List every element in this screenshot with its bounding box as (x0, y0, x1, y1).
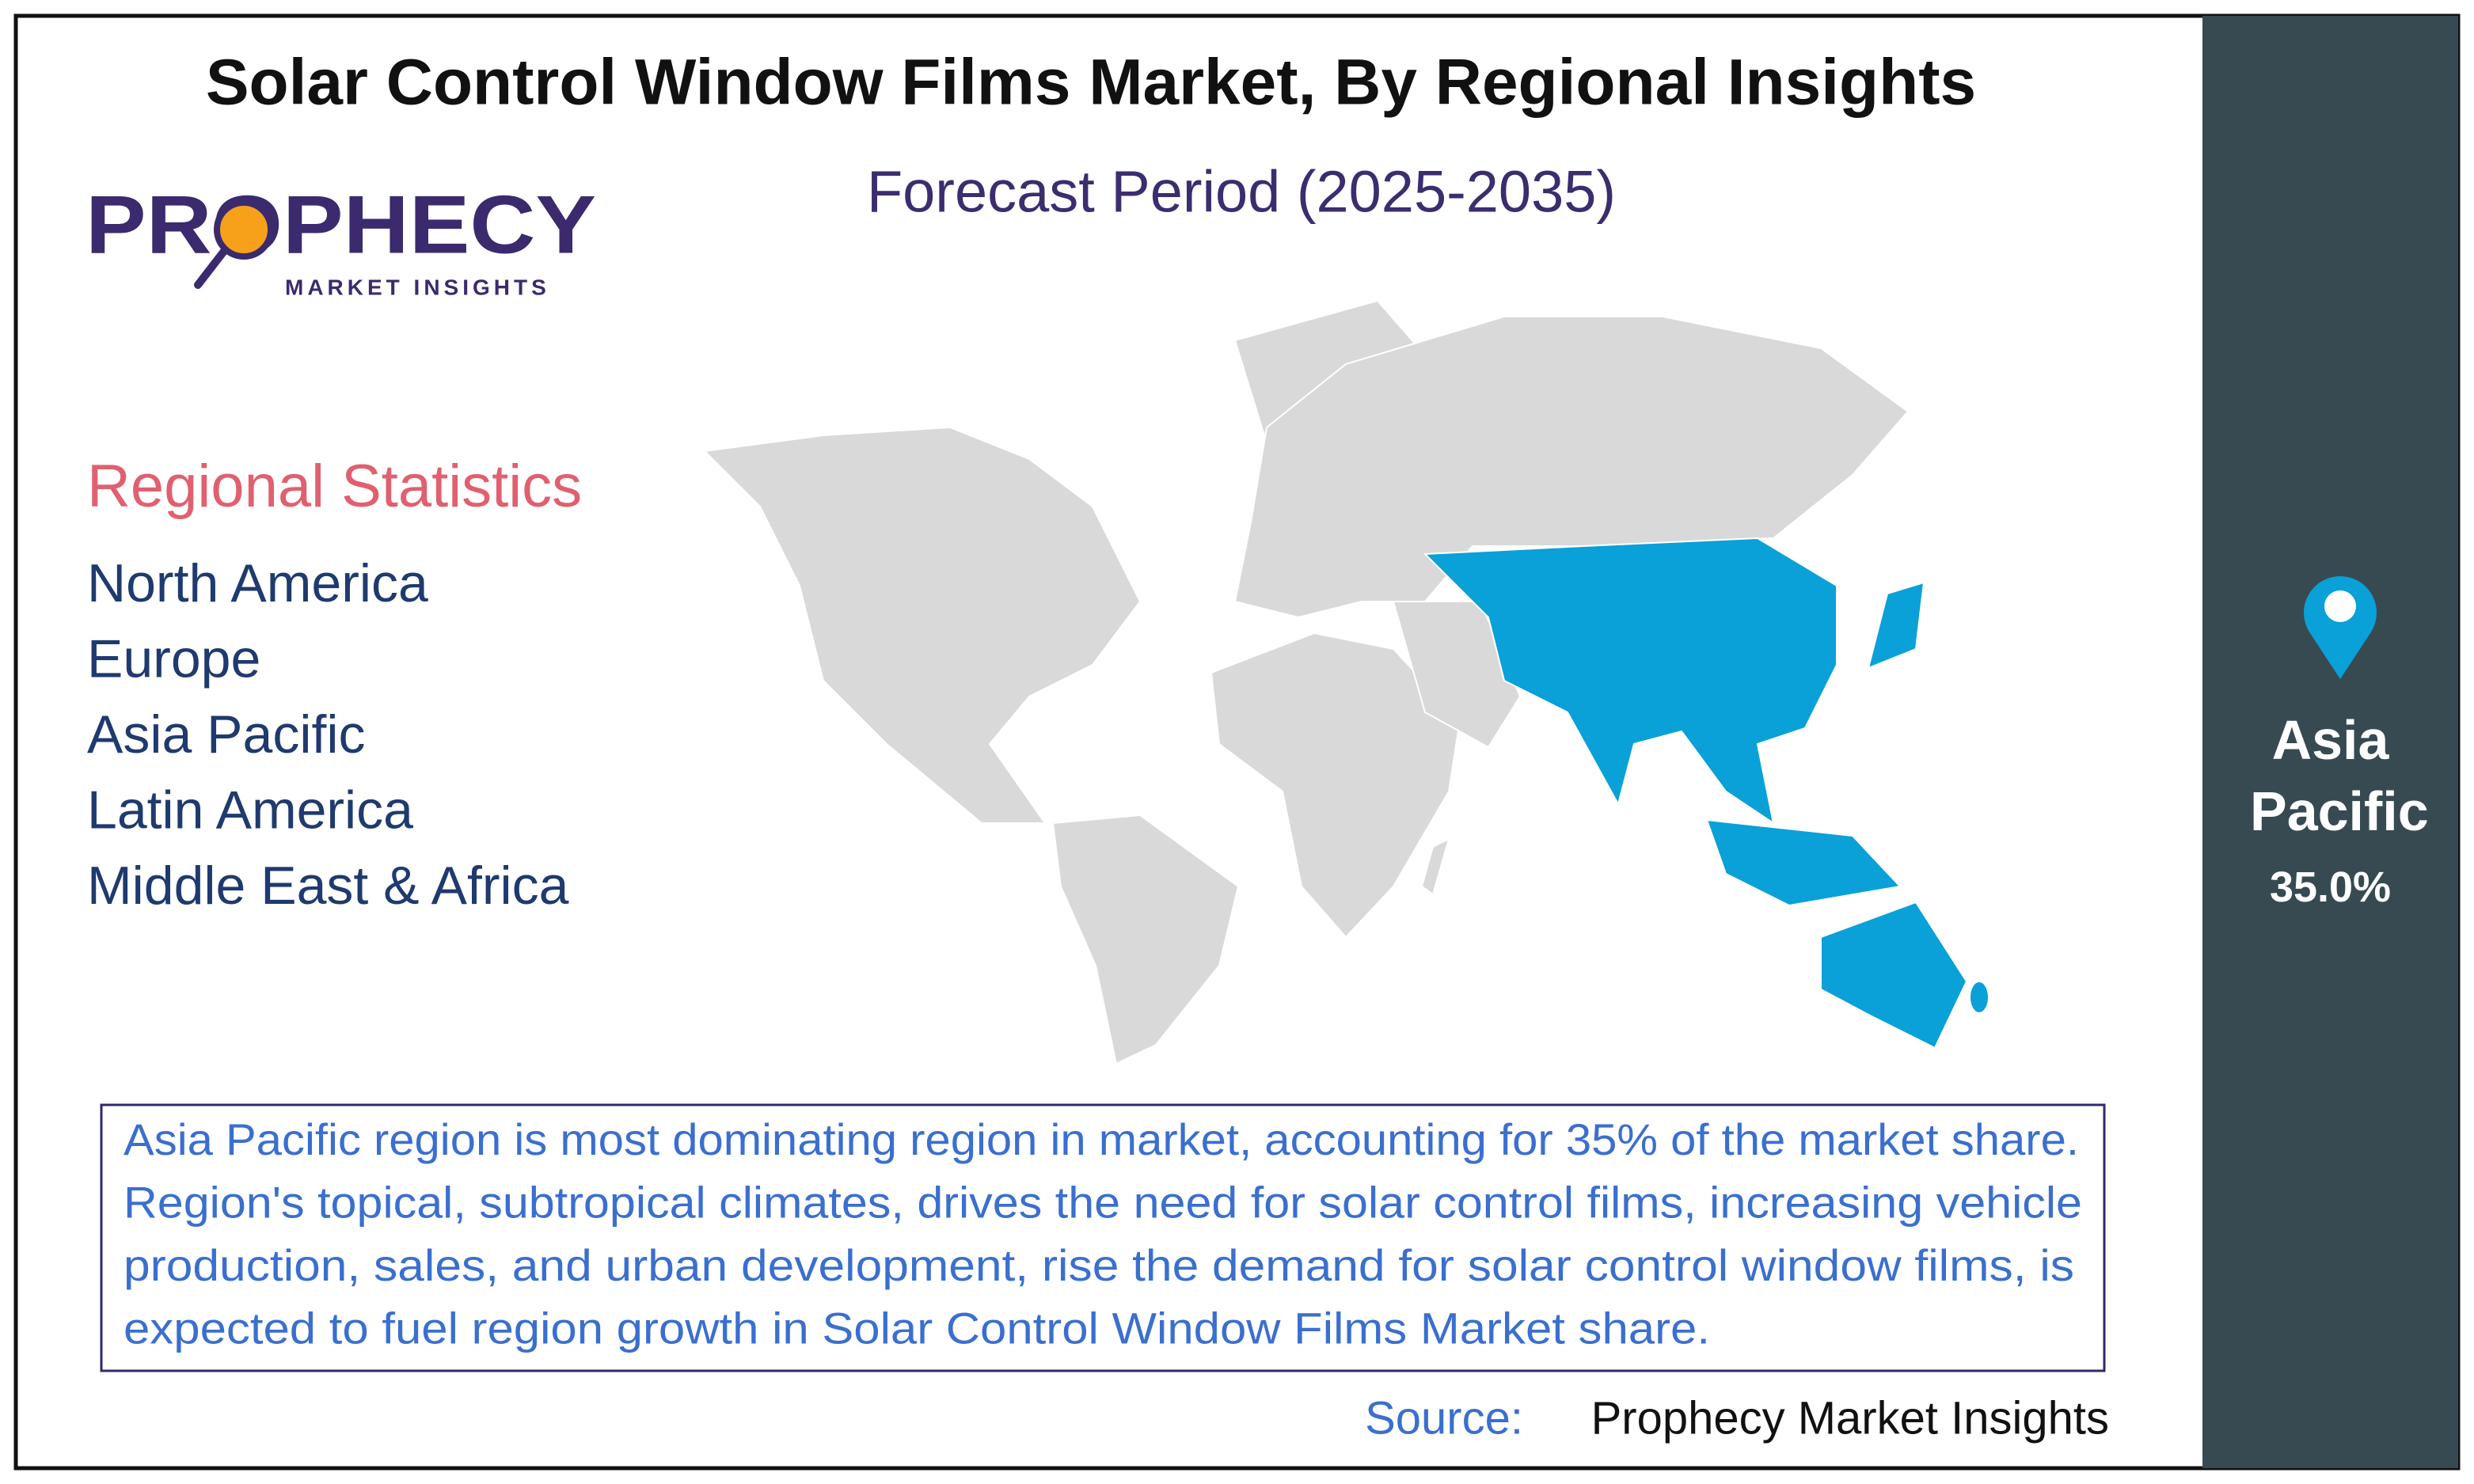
region-item: Latin America (87, 780, 413, 840)
indonesia (1705, 818, 1902, 907)
description-line: production, sales, and urban development… (124, 1240, 2074, 1290)
logo-tagline: MARKET INSIGHTS (285, 275, 550, 299)
side-panel (2202, 16, 2458, 1468)
description: Asia Pacific region is most dominating r… (124, 1114, 2082, 1353)
region-item: North America (87, 553, 428, 613)
logo-handle (194, 246, 229, 289)
logo-lens (214, 199, 274, 260)
region-list: North America Europe Asia Pacific Latin Ame… (87, 553, 569, 916)
asia-mainland (1423, 537, 1837, 825)
north-america (702, 426, 1142, 824)
logo: PROPHECY MARKET INSIGHTS (86, 179, 596, 299)
subtitle: Forecast Period (2025-2035) (867, 159, 1616, 225)
region-item: Europe (87, 628, 260, 689)
logo-name: PROPHECY (86, 179, 596, 271)
description-line: Region's topical, subtropical climates, … (124, 1177, 2082, 1227)
highlight-region: Asia Pacific (2250, 709, 2429, 842)
japan (1867, 581, 1925, 670)
source-label: Source: (1365, 1392, 1523, 1444)
region-item: Middle East & Africa (87, 856, 569, 916)
south-america (1051, 814, 1240, 1065)
location-pin (2304, 576, 2377, 679)
highlight-share: 35.0% (2269, 863, 2392, 911)
description-line: expected to fuel region growth in Solar … (124, 1303, 1710, 1353)
title: Solar Control Window Films Market, By Re… (206, 47, 1976, 119)
source-text: Prophecy Market Insights (1591, 1392, 2109, 1444)
europe-russia (1233, 316, 1910, 619)
australia (1820, 901, 1968, 1049)
region-item: Asia Pacific (87, 704, 365, 765)
middle-east (1392, 601, 1522, 749)
world-map (702, 299, 1989, 1065)
description-line: Asia Pacific region is most dominating r… (124, 1114, 2079, 1164)
new-zealand (1969, 981, 1989, 1014)
description-box (100, 1103, 2106, 1372)
pin-body (2304, 576, 2377, 679)
pin-dot (2324, 590, 2356, 622)
africa (1210, 632, 1461, 939)
madagascar (1420, 837, 1450, 896)
stats-heading: Regional Statistics (87, 453, 582, 520)
